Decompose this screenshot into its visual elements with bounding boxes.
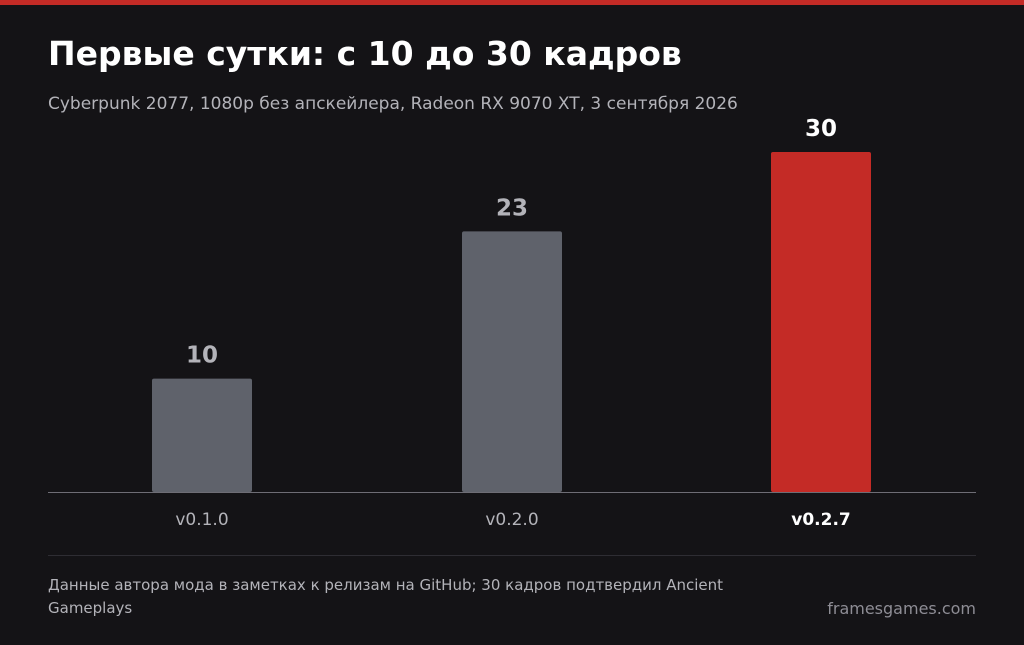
data-label: 23 bbox=[496, 195, 528, 221]
data-label: 30 bbox=[805, 116, 837, 142]
x-tick-label: v0.2.7 bbox=[791, 510, 850, 530]
bar-v0.2.7 bbox=[771, 152, 871, 492]
chart-title: Первые сутки: с 10 до 30 кадров bbox=[48, 34, 682, 73]
chart-subtitle: Cyberpunk 2077, 1080p без апскейлера, Ra… bbox=[48, 94, 738, 114]
data-label: 10 bbox=[186, 343, 218, 369]
site-credit: framesgames.com bbox=[827, 599, 976, 618]
bar-v0.1.0 bbox=[152, 378, 252, 492]
accent-top-bar bbox=[0, 0, 1024, 5]
footer-divider bbox=[48, 555, 976, 556]
x-tick-label: v0.2.0 bbox=[485, 510, 538, 530]
bar-v0.2.0 bbox=[462, 231, 562, 493]
x-tick-label: v0.1.0 bbox=[175, 510, 228, 530]
source-note: Данные автора мода в заметках к релизам … bbox=[48, 576, 724, 617]
